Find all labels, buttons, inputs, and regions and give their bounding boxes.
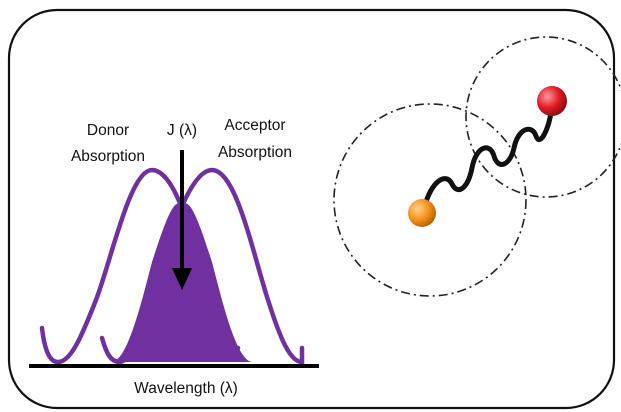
acceptor-label-line2: Absorption: [218, 144, 292, 161]
acceptor-range-circle: [465, 36, 621, 198]
donor-label-line2: Absorption: [71, 148, 145, 165]
acceptor-absorption-curve: [99, 167, 305, 365]
wavy-linker-icon: [421, 101, 555, 211]
donor-absorption-curve: [39, 167, 241, 365]
overlap-arrow-head: [172, 268, 192, 290]
overlap-label: J (λ): [167, 122, 197, 139]
donor-range-circle: [333, 103, 527, 297]
donor-label-line1: Donor: [87, 122, 129, 139]
orange-sphere-icon: [408, 199, 436, 227]
red-sphere-icon: [537, 86, 567, 116]
acceptor-label-line1: Acceptor: [224, 117, 285, 134]
wavelength-label: Wavelength (λ): [134, 380, 238, 397]
diagram-frame: [7, 8, 616, 410]
